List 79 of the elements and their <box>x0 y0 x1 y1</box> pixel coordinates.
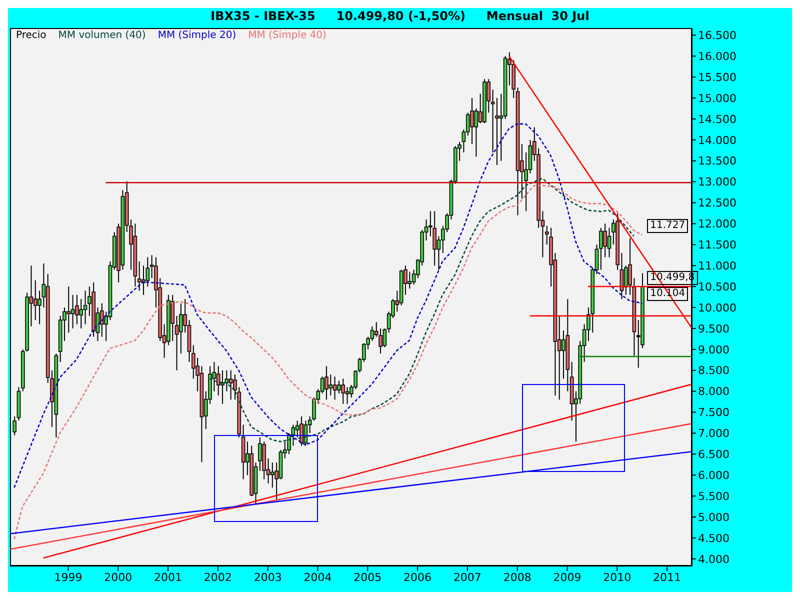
x-tick-label: 2007 <box>453 570 482 584</box>
y-tick-label: 6.500 <box>698 448 730 462</box>
y-tick-label: 14.500 <box>698 112 736 126</box>
y-tick-label: 13.000 <box>698 176 736 189</box>
annotation: 11.727 <box>647 218 688 233</box>
candlestick <box>337 380 341 394</box>
y-tick-label: 15.000 <box>698 92 736 105</box>
candlestick <box>33 280 38 321</box>
y-tick-label: 4.000 <box>698 552 730 566</box>
candlestick <box>270 462 274 488</box>
y-tick-label: 8.500 <box>698 364 730 378</box>
y-tick-label: 11.000 <box>698 259 736 272</box>
text: Precio <box>16 30 46 41</box>
x-tick-label: 2006 <box>404 570 432 584</box>
y-tick-label: 9.500 <box>698 322 730 336</box>
x-tick-label: 2002 <box>204 570 232 584</box>
y-tick-label: 7.000 <box>698 427 730 440</box>
candlestick <box>324 366 328 400</box>
y-tick-label: 7.500 <box>698 406 730 420</box>
candlestick <box>100 302 104 338</box>
x-tick-label: 2010 <box>603 570 632 584</box>
candlestick <box>170 294 175 342</box>
y-tick-label: 5.000 <box>698 510 730 524</box>
candlestick <box>382 328 387 348</box>
y-tick-label: 11.500 <box>698 238 736 252</box>
candlestick <box>470 97 474 145</box>
x-tick-label: 2004 <box>304 570 332 584</box>
candlestick <box>328 374 333 396</box>
line-series <box>14 123 643 488</box>
candlestick <box>370 326 374 342</box>
text: MM volumen (40) <box>58 30 146 41</box>
candlestick <box>228 370 233 400</box>
candlestick <box>83 290 88 325</box>
x-tick-label: 2001 <box>154 570 182 584</box>
y-tick-label: 16.000 <box>698 50 736 63</box>
y-tick-label: 13.500 <box>698 154 736 168</box>
y-tick-label: 6.000 <box>698 468 730 482</box>
y-tick-label: 9.000 <box>698 343 730 356</box>
candlestick <box>474 108 478 158</box>
candlestick <box>599 227 603 270</box>
chart-title: IBX35 - IBEX-35 10.499,80 (-1,50%) Mensual 30 Jul <box>210 9 590 23</box>
text: MM (Simple 40) <box>248 30 326 41</box>
candlestick <box>137 260 142 292</box>
x-tick-label: 2003 <box>254 570 282 584</box>
candlestick <box>66 286 71 334</box>
x-tick-label: 1999 <box>54 570 82 584</box>
candlestick <box>220 370 224 404</box>
candlestick <box>12 416 16 436</box>
y-tick-label: 10.500 <box>698 280 736 294</box>
y-tick-label: 14.000 <box>698 134 736 147</box>
y-tick-label: 15.500 <box>698 70 736 84</box>
candlestick <box>408 271 412 290</box>
x-tick-label: 2000 <box>104 570 132 584</box>
y-tick-label: 12.000 <box>698 218 736 231</box>
y-tick-label: 5.500 <box>698 490 730 503</box>
candlestick <box>341 378 346 404</box>
y-tick-label: 12.500 <box>698 196 736 210</box>
candlestick <box>603 223 607 258</box>
x-tick-label: 2009 <box>553 570 582 584</box>
candlestick <box>432 210 436 266</box>
y-tick-label: 8.000 <box>698 385 730 398</box>
candlestick <box>300 416 304 446</box>
line-series <box>14 184 643 540</box>
y-tick-label: 10.000 <box>698 301 736 314</box>
candlestick <box>146 256 150 288</box>
candlestick <box>332 376 337 400</box>
x-tick-label: 2008 <box>503 570 532 584</box>
candlestick <box>216 366 220 396</box>
text: MM (Simple 20) <box>158 30 236 41</box>
candlestick <box>174 315 179 371</box>
candlestick <box>607 227 612 258</box>
y-tick-label: 16.500 <box>698 29 736 42</box>
x-tick-label: 2011 <box>653 570 682 584</box>
candlestick <box>75 294 79 325</box>
candlestick <box>79 298 84 329</box>
candlestick <box>70 294 75 329</box>
y-tick-label: 4.500 <box>698 532 730 545</box>
x-tick-label: 2005 <box>354 570 382 584</box>
candlestick <box>562 330 566 380</box>
